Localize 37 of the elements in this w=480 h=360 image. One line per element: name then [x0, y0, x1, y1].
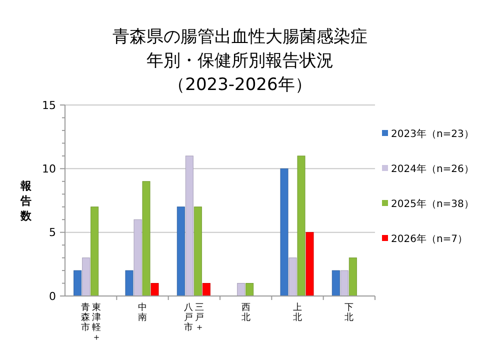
y-tick-label: 10 — [42, 162, 56, 176]
bar — [142, 181, 150, 296]
bar — [176, 206, 185, 296]
bar — [90, 206, 99, 296]
x-tick-label: 下北 — [344, 303, 354, 323]
x-tick-label: 中南 — [138, 302, 147, 323]
bar — [288, 258, 297, 296]
legend-label: 2025年（n=38） — [391, 198, 474, 210]
y-tick-label: 5 — [49, 226, 56, 240]
bar — [194, 206, 202, 296]
y-axis-title: 報告数 — [20, 180, 32, 222]
bar — [74, 270, 82, 296]
legend-label: 2023年（n=23） — [391, 128, 474, 140]
bar — [185, 156, 194, 296]
bar — [306, 232, 314, 296]
chart-subtitle: 年別・保健所別報告状況（2023-2026年） — [146, 51, 334, 95]
bar — [125, 270, 134, 296]
bar — [348, 258, 357, 296]
bar — [246, 283, 254, 296]
category-label: 東津軽＋青森市 — [80, 303, 101, 343]
bar — [280, 168, 288, 296]
legend-label: 2026年（n=7） — [391, 233, 468, 245]
bar — [340, 270, 348, 296]
legend-label: 2024年（n=26） — [391, 163, 474, 175]
bar — [237, 283, 246, 296]
y-tick-label: 15 — [42, 98, 56, 112]
y-tick-label: 0 — [49, 290, 56, 303]
bar — [297, 156, 306, 296]
chart-title: 青森県の腸管出血性大腸菌感染症 — [112, 27, 368, 47]
bar — [332, 270, 340, 296]
x-tick-label: 上北 — [293, 302, 302, 323]
bar — [82, 258, 90, 296]
bar — [134, 219, 142, 296]
bar — [150, 283, 159, 296]
x-tick-label: 西北 — [241, 303, 250, 323]
bar — [202, 283, 210, 296]
x-tick-label: 三戸＋八戸市 — [184, 302, 204, 333]
